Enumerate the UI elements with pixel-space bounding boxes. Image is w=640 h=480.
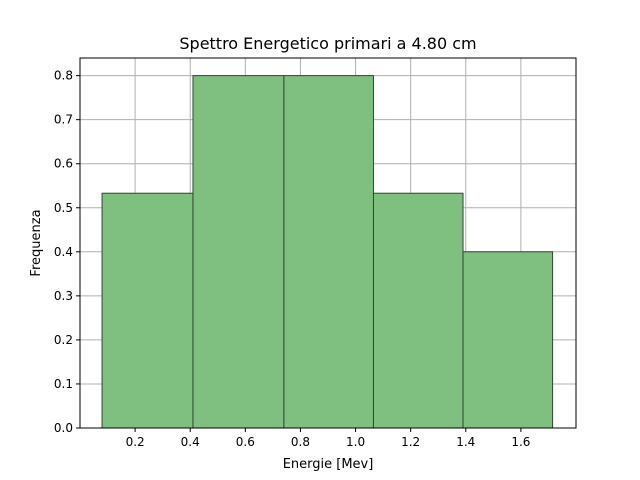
y-tick-label: 0.5 [54, 201, 73, 215]
histogram-bar [462, 251, 554, 429]
chart-title: Spettro Energetico primari a 4.80 cm [179, 34, 476, 53]
y-tick-label: 0.4 [54, 245, 73, 259]
histogram-bar [192, 75, 285, 429]
x-tick-label: 1.2 [401, 435, 420, 449]
y-tick-label: 0.7 [54, 113, 73, 127]
y-tick-label: 0.2 [54, 333, 73, 347]
x-tick-label: 1.6 [511, 435, 530, 449]
y-tick-label: 0.1 [54, 377, 73, 391]
y-tick-label: 0.3 [54, 289, 73, 303]
plot-frame [79, 57, 577, 429]
x-tick-label: 1.0 [346, 435, 365, 449]
histogram-bar [372, 192, 464, 429]
histogram-bar [283, 75, 374, 429]
axis-ticks: 0.2 0.4 0.6 0.8 1.0 1.2 1.4 1.6 0.0 0.1 0.2 0.3 0.4 0… [54, 69, 531, 449]
y-axis-label: Frequenza [29, 209, 44, 276]
y-tick-label: 0.0 [54, 421, 73, 435]
x-tick-label: 0.4 [181, 435, 200, 449]
x-tick-label: 0.8 [291, 435, 310, 449]
x-tick-label: 1.4 [456, 435, 475, 449]
x-tick-label: 0.6 [236, 435, 255, 449]
histogram-bars [101, 75, 554, 429]
y-tick-label: 0.8 [54, 69, 73, 83]
x-tick-label: 0.2 [126, 435, 145, 449]
x-axis-label: Energie [Mev] [283, 457, 374, 472]
y-tick-label: 0.6 [54, 157, 73, 171]
histogram-bar [101, 192, 194, 429]
